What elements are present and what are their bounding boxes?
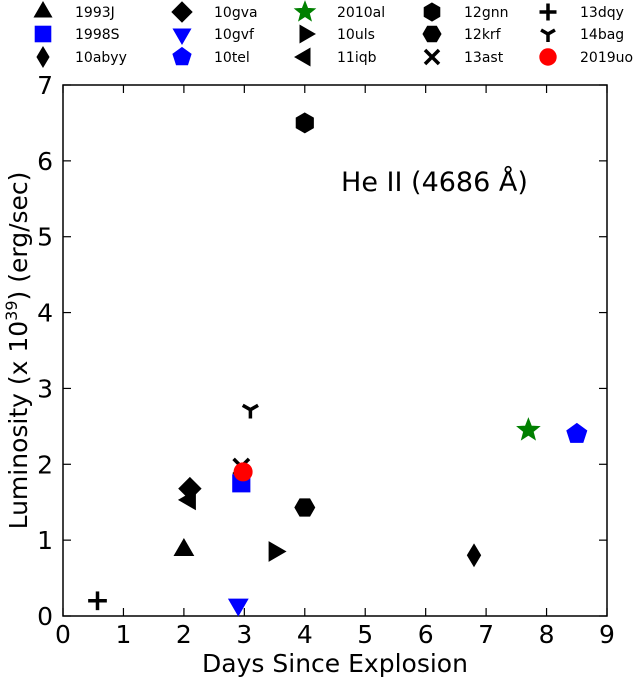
x-tick-label: 3 xyxy=(236,620,252,649)
legend-label: 10abyy xyxy=(75,50,127,66)
legend-marker-2010al xyxy=(293,0,317,22)
x-tick-label: 8 xyxy=(539,620,555,649)
x-tick-label: 0 xyxy=(55,620,71,649)
y-tick-label: 5 xyxy=(37,223,53,252)
legend-item-10gva: 10gva xyxy=(171,1,258,23)
data-point-10gvf xyxy=(227,598,249,617)
legend-marker-1993J xyxy=(33,0,53,18)
legend-item-10abyy: 10abyy xyxy=(36,46,127,68)
y-axis-label-suffix: ) (erg/sec) xyxy=(4,172,33,301)
legend-marker-10abyy xyxy=(36,46,50,68)
legend-item-10uls: 10uls xyxy=(299,24,375,44)
legend-marker-13dqy xyxy=(539,3,557,21)
data-point-12krf xyxy=(294,498,316,517)
y-tick-label: 3 xyxy=(37,374,53,403)
x-tick-label: 7 xyxy=(478,620,494,649)
legend-item-10gvf: 10gvf xyxy=(172,27,255,46)
legend-item-11iqb: 11iqb xyxy=(293,47,377,67)
legend-label: 13ast xyxy=(464,50,504,66)
legend-item-10tel: 10tel xyxy=(172,46,250,66)
legend-marker-14bag xyxy=(540,28,556,42)
legend-item-2019uo: 2019uo xyxy=(539,48,633,66)
legend-label: 13dqy xyxy=(580,5,624,21)
legend-item-1993J: 1993J xyxy=(33,0,115,21)
x-tick-label: 6 xyxy=(418,620,434,649)
data-point-10tel xyxy=(566,422,588,443)
x-tick-label: 5 xyxy=(357,620,373,649)
legend-marker-1998S xyxy=(34,25,52,43)
legend-label: 10tel xyxy=(214,50,250,66)
legend-label: 2010al xyxy=(337,5,385,21)
x-tick-label: 4 xyxy=(297,620,313,649)
legend-item-1998S: 1998S xyxy=(34,25,120,43)
legend-label: 1993J xyxy=(75,5,115,21)
legend-marker-2019uo xyxy=(539,48,557,66)
data-point-14bag xyxy=(241,403,259,419)
legend-marker-10uls xyxy=(299,24,317,44)
y-axis-label-prefix: Luminosity (x 10 xyxy=(4,321,33,530)
y-tick-label: 2 xyxy=(37,450,53,479)
legend-marker-12gnn xyxy=(423,2,441,22)
legend-label: 1998S xyxy=(75,27,120,43)
legend-item-13ast: 13ast xyxy=(423,48,504,66)
legend-label: 12krf xyxy=(464,27,502,43)
data-point-2019uo xyxy=(233,462,253,482)
legend-marker-12krf xyxy=(422,25,442,43)
legend-marker-11iqb xyxy=(293,47,311,67)
axis-ticks: 0 1 2 3 4 5 6 7 8 9 0 1 2 3 4 5 6 7 xyxy=(37,71,615,649)
data-point-10uls xyxy=(268,541,287,562)
legend-label: 14bag xyxy=(580,27,624,43)
legend-item-12krf: 12krf xyxy=(422,25,502,43)
x-tick-label: 9 xyxy=(599,620,615,649)
legend-marker-10gvf xyxy=(172,28,192,46)
data-point-2010al xyxy=(516,417,541,441)
data-point-13dqy xyxy=(88,591,107,611)
y-tick-label: 6 xyxy=(37,147,53,176)
y-tick-label: 1 xyxy=(37,526,53,555)
data-points xyxy=(88,112,588,617)
legend-label: 2019uo xyxy=(580,50,633,66)
legend-label: 10gvf xyxy=(214,27,255,43)
data-point-12gnn xyxy=(295,112,314,134)
y-axis-label-exponent: 39 xyxy=(2,300,21,320)
plot-frame xyxy=(62,84,608,617)
legend-item-14bag: 14bag xyxy=(540,27,624,43)
y-tick-label: 4 xyxy=(37,299,53,328)
data-point-1993J xyxy=(173,538,195,556)
legend-marker-10gva xyxy=(171,1,193,23)
x-tick-label: 1 xyxy=(115,620,131,649)
y-axis-label: Luminosity (x 1039) (erg/sec) xyxy=(2,172,33,530)
legend-label: 10uls xyxy=(337,27,375,43)
legend-label: 10gva xyxy=(214,5,258,21)
chart-annotation: He II (4686 Å) xyxy=(341,166,528,198)
legend-label: 11iqb xyxy=(337,50,377,66)
legend-item-13dqy: 13dqy xyxy=(539,3,624,21)
x-tick-label: 2 xyxy=(176,620,192,649)
y-tick-label: 0 xyxy=(37,602,53,631)
data-point-10abyy xyxy=(466,543,482,568)
plot-area: 0 1 2 3 4 5 6 7 8 9 0 1 2 3 4 5 6 7 He II (4686 Å) xyxy=(37,71,615,649)
legend: 1993J 1998S 10abyy 10gva 10gvf 10tel 2010al 10u… xyxy=(33,0,633,68)
legend-item-2010al: 2010al xyxy=(293,0,385,22)
data-point-11iqb xyxy=(177,489,196,511)
legend-marker-10tel xyxy=(172,46,192,66)
legend-label: 12gnn xyxy=(464,5,508,21)
legend-marker-13ast xyxy=(423,48,441,66)
y-tick-label: 7 xyxy=(37,71,53,100)
x-axis-label: Days Since Explosion xyxy=(202,649,468,678)
legend-item-12gnn: 12gnn xyxy=(423,2,508,22)
